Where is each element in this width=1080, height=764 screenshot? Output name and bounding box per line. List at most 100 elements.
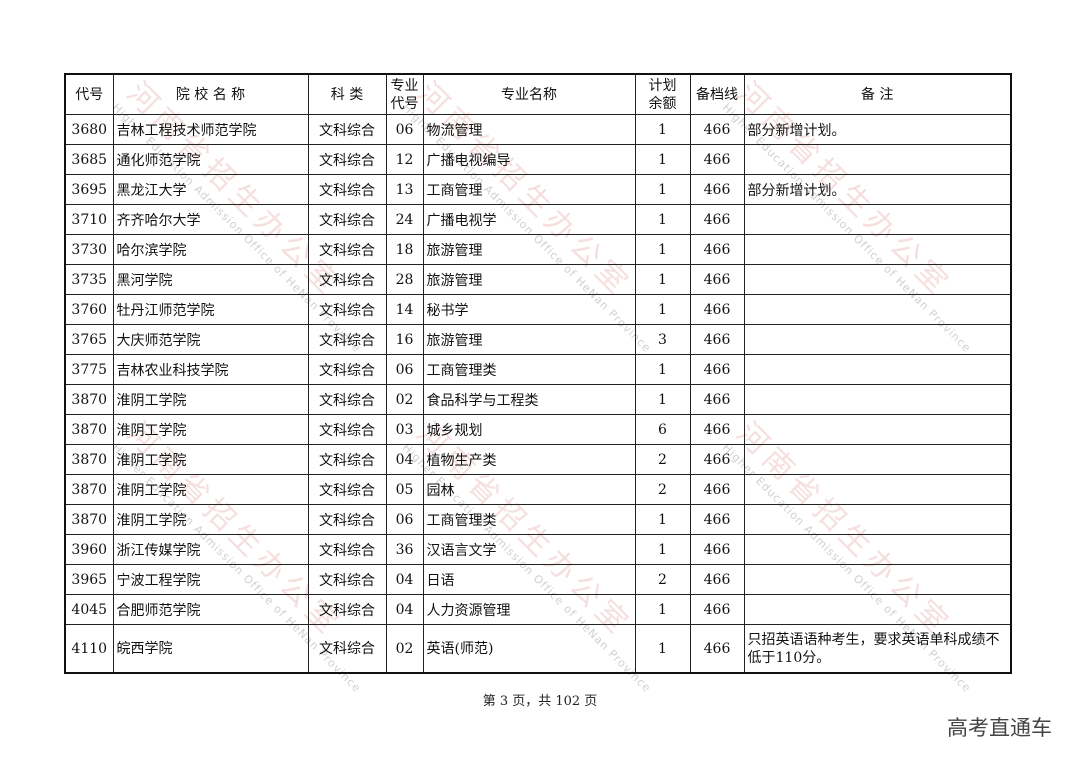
cell-code: 3870 bbox=[64, 384, 114, 415]
cell-remarks bbox=[743, 594, 1012, 625]
cell-major-name: 旅游管理 bbox=[422, 324, 636, 355]
cell-remarks: 只招英语语种考生，要求英语单科成绩不低于110分。 bbox=[743, 624, 1012, 674]
cell-plan-remaining: 1 bbox=[634, 144, 691, 175]
cell-subject-type: 文科综合 bbox=[307, 204, 387, 235]
table-row: 3710 齐齐哈尔大学 文科综合 24 广播电视学 1 466 bbox=[64, 204, 1012, 235]
cell-major-name: 植物生产类 bbox=[422, 444, 636, 475]
cell-school-name: 宁波工程学院 bbox=[112, 564, 309, 595]
header-major-name: 专业名称 bbox=[422, 73, 636, 115]
cell-school-name: 淮阴工学院 bbox=[112, 384, 309, 415]
cell-code: 3685 bbox=[64, 144, 114, 175]
cell-school-name: 通化师范学院 bbox=[112, 144, 309, 175]
cell-school-name: 浙江传媒学院 bbox=[112, 534, 309, 565]
cell-subject-type: 文科综合 bbox=[307, 504, 387, 535]
cell-major-code: 06 bbox=[385, 354, 424, 385]
cell-major-code: 06 bbox=[385, 114, 424, 145]
header-school-name: 院 校 名 称 bbox=[112, 73, 309, 115]
cell-major-code: 04 bbox=[385, 564, 424, 595]
cell-plan-remaining: 1 bbox=[634, 204, 691, 235]
table-row: 3680 吉林工程技术师范学院 文科综合 06 物流管理 1 466 部分新增计划。 bbox=[64, 114, 1012, 145]
cell-major-name: 英语(师范) bbox=[422, 624, 636, 674]
cell-subject-type: 文科综合 bbox=[307, 144, 387, 175]
cell-plan-remaining: 1 bbox=[634, 384, 691, 415]
table-row: 3870 淮阴工学院 文科综合 04 植物生产类 2 466 bbox=[64, 444, 1012, 475]
cell-remarks bbox=[743, 144, 1012, 175]
cell-code: 3775 bbox=[64, 354, 114, 385]
cell-major-name: 工商管理类 bbox=[422, 354, 636, 385]
cell-code: 3960 bbox=[64, 534, 114, 565]
cell-major-code: 28 bbox=[385, 264, 424, 295]
table-row: 4045 合肥师范学院 文科综合 04 人力资源管理 1 466 bbox=[64, 594, 1012, 625]
admission-table: 代号院 校 名 称科 类专业 代号 专业名称 计划 余额 备档线备 注 3680 吉林工… bbox=[64, 73, 1012, 674]
cell-school-name: 合肥师范学院 bbox=[112, 594, 309, 625]
cell-major-code: 04 bbox=[385, 594, 424, 625]
cell-major-code: 36 bbox=[385, 534, 424, 565]
table-row: 4110 皖西学院 文科综合 02 英语(师范) 1 466 只招英语语种考生，要求英语单科成… bbox=[64, 624, 1012, 674]
cell-plan-remaining: 1 bbox=[634, 264, 691, 295]
table-row: 3870 淮阴工学院 文科综合 03 城乡规划 6 466 bbox=[64, 414, 1012, 445]
cell-subject-type: 文科综合 bbox=[307, 414, 387, 445]
cell-subject-type: 文科综合 bbox=[307, 474, 387, 505]
cell-school-name: 齐齐哈尔大学 bbox=[112, 204, 309, 235]
cell-cutoff-score: 466 bbox=[689, 354, 745, 385]
cell-plan-remaining: 6 bbox=[634, 414, 691, 445]
cell-code: 3870 bbox=[64, 474, 114, 505]
table-row: 3760 牡丹江师范学院 文科综合 14 秘书学 1 466 bbox=[64, 294, 1012, 325]
cell-remarks bbox=[743, 414, 1012, 445]
cell-remarks bbox=[743, 444, 1012, 475]
cell-code: 3765 bbox=[64, 324, 114, 355]
cell-remarks bbox=[743, 534, 1012, 565]
cell-major-name: 工商管理 bbox=[422, 174, 636, 205]
cell-plan-remaining: 2 bbox=[634, 564, 691, 595]
cell-school-name: 吉林农业科技学院 bbox=[112, 354, 309, 385]
cell-subject-type: 文科综合 bbox=[307, 384, 387, 415]
cell-remarks bbox=[743, 204, 1012, 235]
cell-plan-remaining: 1 bbox=[634, 354, 691, 385]
cell-plan-remaining: 1 bbox=[634, 594, 691, 625]
cell-subject-type: 文科综合 bbox=[307, 324, 387, 355]
cell-remarks: 部分新增计划。 bbox=[743, 114, 1012, 145]
cell-subject-type: 文科综合 bbox=[307, 624, 387, 674]
table-row: 3965 宁波工程学院 文科综合 04 日语 2 466 bbox=[64, 564, 1012, 595]
cell-cutoff-score: 466 bbox=[689, 234, 745, 265]
cell-cutoff-score: 466 bbox=[689, 594, 745, 625]
cell-subject-type: 文科综合 bbox=[307, 234, 387, 265]
cell-major-code: 06 bbox=[385, 504, 424, 535]
cell-plan-remaining: 1 bbox=[634, 294, 691, 325]
cell-school-name: 牡丹江师范学院 bbox=[112, 294, 309, 325]
cell-major-code: 02 bbox=[385, 624, 424, 674]
header-remarks: 备 注 bbox=[743, 73, 1012, 115]
table-header: 代号院 校 名 称科 类专业 代号 专业名称 计划 余额 备档线备 注 bbox=[64, 73, 1012, 115]
cell-school-name: 淮阴工学院 bbox=[112, 474, 309, 505]
cell-plan-remaining: 1 bbox=[634, 534, 691, 565]
cell-major-name: 城乡规划 bbox=[422, 414, 636, 445]
cell-cutoff-score: 466 bbox=[689, 174, 745, 205]
cell-code: 3695 bbox=[64, 174, 114, 205]
cell-code: 3735 bbox=[64, 264, 114, 295]
cell-cutoff-score: 466 bbox=[689, 504, 745, 535]
cell-plan-remaining: 1 bbox=[634, 174, 691, 205]
cell-remarks bbox=[743, 234, 1012, 265]
table-row: 3735 黑河学院 文科综合 28 旅游管理 1 466 bbox=[64, 264, 1012, 295]
cell-plan-remaining: 1 bbox=[634, 234, 691, 265]
cell-code: 3870 bbox=[64, 444, 114, 475]
cell-subject-type: 文科综合 bbox=[307, 534, 387, 565]
cell-major-name: 园林 bbox=[422, 474, 636, 505]
cell-major-name: 人力资源管理 bbox=[422, 594, 636, 625]
cell-remarks: 部分新增计划。 bbox=[743, 174, 1012, 205]
table-row: 3960 浙江传媒学院 文科综合 36 汉语言文学 1 466 bbox=[64, 534, 1012, 565]
header-subject-type: 科 类 bbox=[307, 73, 387, 115]
cell-subject-type: 文科综合 bbox=[307, 114, 387, 145]
cell-major-name: 旅游管理 bbox=[422, 264, 636, 295]
cell-major-name: 广播电视编导 bbox=[422, 144, 636, 175]
cell-code: 3730 bbox=[64, 234, 114, 265]
cell-cutoff-score: 466 bbox=[689, 534, 745, 565]
cell-remarks bbox=[743, 474, 1012, 505]
cell-plan-remaining: 3 bbox=[634, 324, 691, 355]
cell-subject-type: 文科综合 bbox=[307, 264, 387, 295]
table-row: 3870 淮阴工学院 文科综合 02 食品科学与工程类 1 466 bbox=[64, 384, 1012, 415]
cell-major-code: 24 bbox=[385, 204, 424, 235]
cell-plan-remaining: 1 bbox=[634, 624, 691, 674]
cell-code: 3870 bbox=[64, 504, 114, 535]
